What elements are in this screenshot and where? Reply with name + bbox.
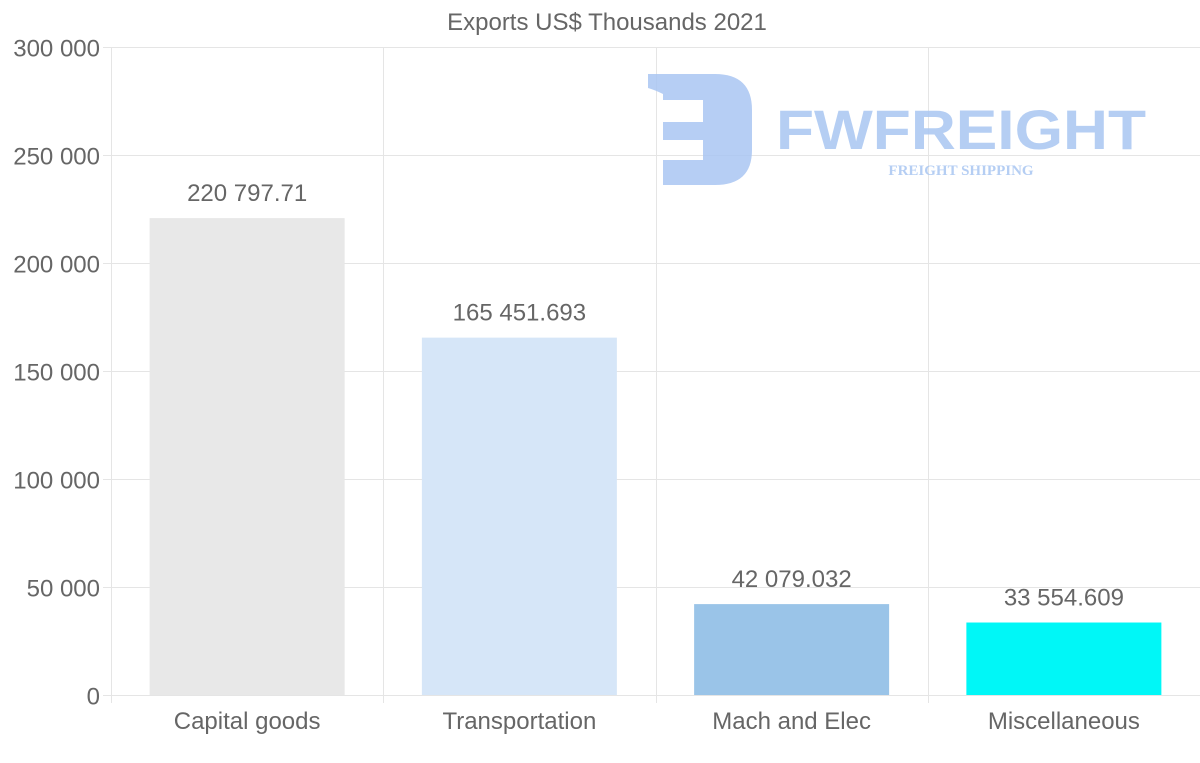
x-tick-label: Capital goods [174,708,321,735]
y-axis-ticks: 0 50 000 100 000 150 000 200 000 250 000 300 0… [13,36,100,711]
bar-value-label: 42 079.032 [732,566,852,593]
bar [966,622,1162,695]
chart-title: Exports US$ Thousands 2021 [447,9,767,36]
y-tick-label: 300 000 [13,36,100,63]
y-tick-label: 150 000 [13,360,100,387]
bar-value-label: 165 451.693 [453,300,586,327]
bars: 220 797.71 165 451.693 42 079.032 33 554.60… [149,180,1162,695]
bar [149,218,345,695]
logo-mark-icon [648,74,752,185]
bar-value-label: 220 797.71 [187,180,307,207]
y-tick-label: 50 000 [27,576,100,603]
x-tick-label: Mach and Elec [712,708,871,735]
y-tick-label: 250 000 [13,144,100,171]
bar-value-label: 33 554.609 [1004,585,1124,612]
y-tick-label: 0 [87,684,100,711]
watermark-tagline: FREIGHT SHIPPING [888,163,1033,179]
bar [694,604,890,695]
x-axis-labels: Capital goods Transportation Mach and Elec… [174,708,1140,735]
y-tick-label: 100 000 [13,468,100,495]
x-tick-label: Transportation [442,708,596,735]
bar [421,337,617,695]
fwfreight-watermark-logo: FWFREIGHT FREIGHT SHIPPING [648,74,1146,185]
x-tick-label: Miscellaneous [988,708,1140,735]
watermark-brand: FWFREIGHT [776,98,1146,161]
y-tick-label: 200 000 [13,252,100,279]
